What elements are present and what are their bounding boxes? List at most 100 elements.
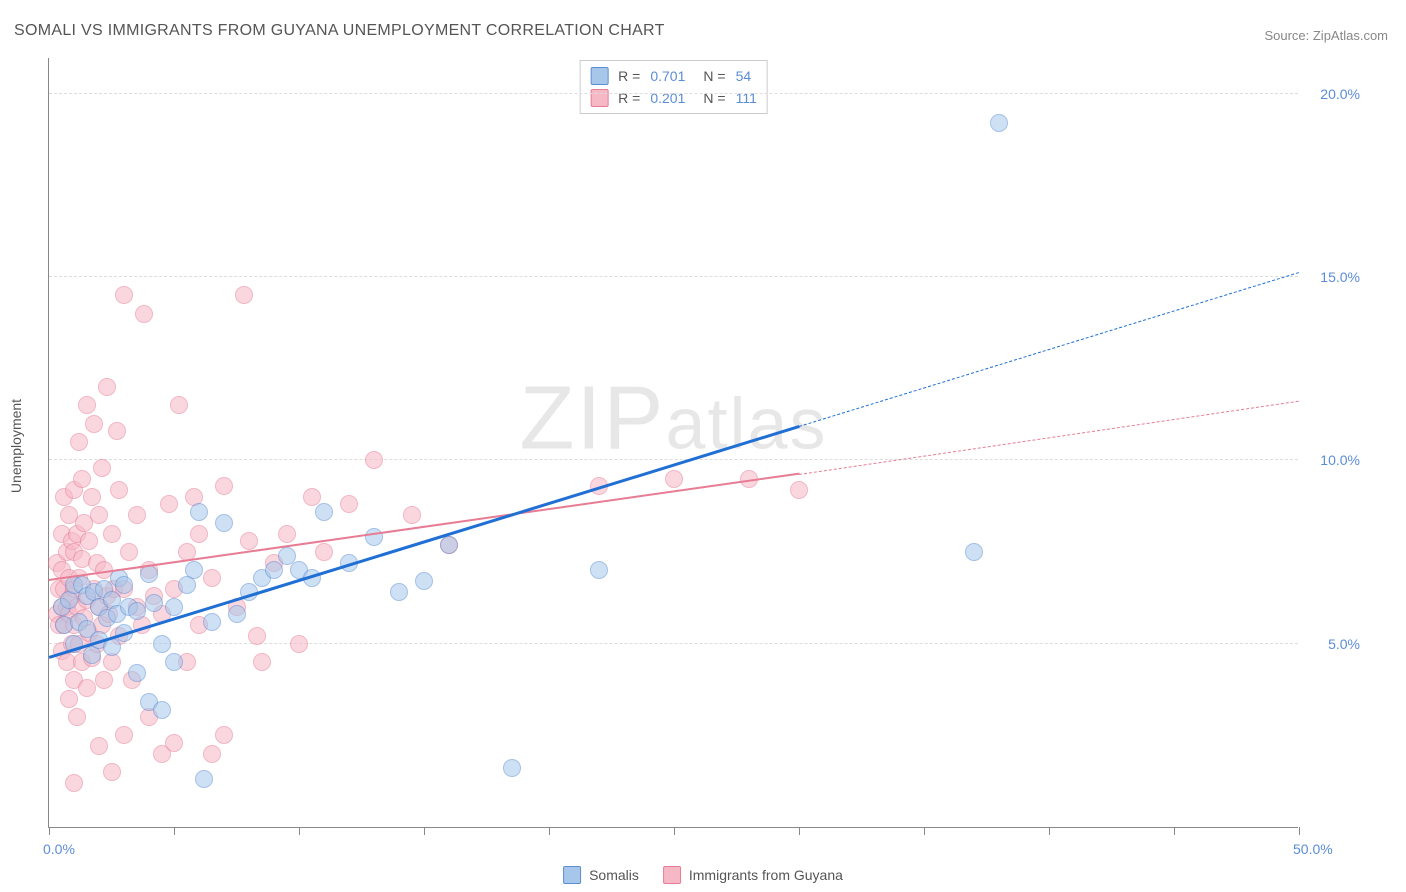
data-point-guyana <box>83 488 101 506</box>
data-point-guyana <box>103 763 121 781</box>
data-point-somalis <box>203 613 221 631</box>
data-point-guyana <box>253 653 271 671</box>
data-point-guyana <box>290 635 308 653</box>
data-point-somalis <box>278 547 296 565</box>
data-point-guyana <box>73 470 91 488</box>
x-tick <box>799 827 800 835</box>
x-tick <box>549 827 550 835</box>
trend-line-extrapolated <box>799 401 1299 475</box>
x-tick-label: 0.0% <box>43 841 75 857</box>
data-point-somalis <box>990 114 1008 132</box>
data-point-guyana <box>303 488 321 506</box>
data-point-guyana <box>93 459 111 477</box>
data-point-somalis <box>440 536 458 554</box>
x-tick <box>1174 827 1175 835</box>
data-point-guyana <box>120 543 138 561</box>
data-point-guyana <box>108 422 126 440</box>
data-point-guyana <box>240 532 258 550</box>
chart-title: SOMALI VS IMMIGRANTS FROM GUYANA UNEMPLO… <box>14 22 665 40</box>
trend-line-extrapolated <box>799 272 1299 427</box>
gridline <box>49 276 1298 277</box>
data-point-guyana <box>790 481 808 499</box>
n-label: N = <box>703 68 725 84</box>
data-point-somalis <box>265 561 283 579</box>
series-legend-label: Somalis <box>589 867 639 883</box>
data-point-somalis <box>185 561 203 579</box>
data-point-somalis <box>153 701 171 719</box>
data-point-somalis <box>145 594 163 612</box>
series-legend-item: Somalis <box>563 866 639 884</box>
data-point-guyana <box>65 774 83 792</box>
data-point-guyana <box>90 506 108 524</box>
data-point-guyana <box>115 286 133 304</box>
watermark: ZIPatlas <box>519 368 827 471</box>
correlation-legend-row: R =0.201N =111 <box>590 87 757 109</box>
data-point-somalis <box>415 572 433 590</box>
x-tick-label: 50.0% <box>1293 841 1333 857</box>
data-point-guyana <box>203 745 221 763</box>
data-point-somalis <box>315 503 333 521</box>
data-point-guyana <box>60 690 78 708</box>
series-legend-label: Immigrants from Guyana <box>689 867 843 883</box>
legend-swatch <box>563 866 581 884</box>
r-value: 0.701 <box>650 68 685 84</box>
data-point-guyana <box>215 726 233 744</box>
trend-line <box>49 473 799 581</box>
gridline <box>49 643 1298 644</box>
x-tick <box>174 827 175 835</box>
data-point-somalis <box>228 605 246 623</box>
data-point-somalis <box>153 635 171 653</box>
data-point-guyana <box>98 378 116 396</box>
y-tick-label: 5.0% <box>1328 636 1360 652</box>
n-value: 54 <box>736 68 752 84</box>
gridline <box>49 93 1298 94</box>
x-tick <box>674 827 675 835</box>
chart-container: SOMALI VS IMMIGRANTS FROM GUYANA UNEMPLO… <box>0 0 1406 892</box>
x-tick <box>1049 827 1050 835</box>
data-point-guyana <box>85 415 103 433</box>
data-point-guyana <box>80 532 98 550</box>
data-point-guyana <box>128 506 146 524</box>
data-point-guyana <box>135 305 153 323</box>
data-point-guyana <box>78 679 96 697</box>
data-point-guyana <box>165 734 183 752</box>
y-axis-label: Unemployment <box>8 399 24 493</box>
data-point-guyana <box>110 481 128 499</box>
data-point-somalis <box>128 602 146 620</box>
data-point-guyana <box>665 470 683 488</box>
data-point-guyana <box>340 495 358 513</box>
data-point-guyana <box>203 569 221 587</box>
x-tick <box>49 827 50 835</box>
data-point-guyana <box>278 525 296 543</box>
data-point-guyana <box>365 451 383 469</box>
series-legend: Somalis Immigrants from Guyana <box>563 866 843 884</box>
x-tick <box>299 827 300 835</box>
data-point-somalis <box>165 598 183 616</box>
source-attribution: Source: ZipAtlas.com <box>1264 28 1388 43</box>
data-point-somalis <box>165 653 183 671</box>
legend-swatch <box>590 67 608 85</box>
data-point-guyana <box>170 396 188 414</box>
data-point-somalis <box>115 576 133 594</box>
data-point-guyana <box>78 396 96 414</box>
data-point-guyana <box>190 525 208 543</box>
data-point-somalis <box>390 583 408 601</box>
data-point-guyana <box>315 543 333 561</box>
y-tick-label: 10.0% <box>1320 452 1360 468</box>
r-label: R = <box>618 68 640 84</box>
x-tick <box>424 827 425 835</box>
data-point-guyana <box>215 477 233 495</box>
correlation-legend: R = 0.701 N = 54 R =0.201N =111 <box>579 60 768 114</box>
data-point-somalis <box>503 759 521 777</box>
gridline <box>49 459 1298 460</box>
series-legend-item: Immigrants from Guyana <box>663 866 843 884</box>
legend-swatch <box>663 866 681 884</box>
data-point-somalis <box>190 503 208 521</box>
y-tick-label: 20.0% <box>1320 86 1360 102</box>
data-point-somalis <box>965 543 983 561</box>
y-tick-label: 15.0% <box>1320 269 1360 285</box>
data-point-guyana <box>68 708 86 726</box>
data-point-guyana <box>90 737 108 755</box>
data-point-somalis <box>195 770 213 788</box>
data-point-guyana <box>70 433 88 451</box>
